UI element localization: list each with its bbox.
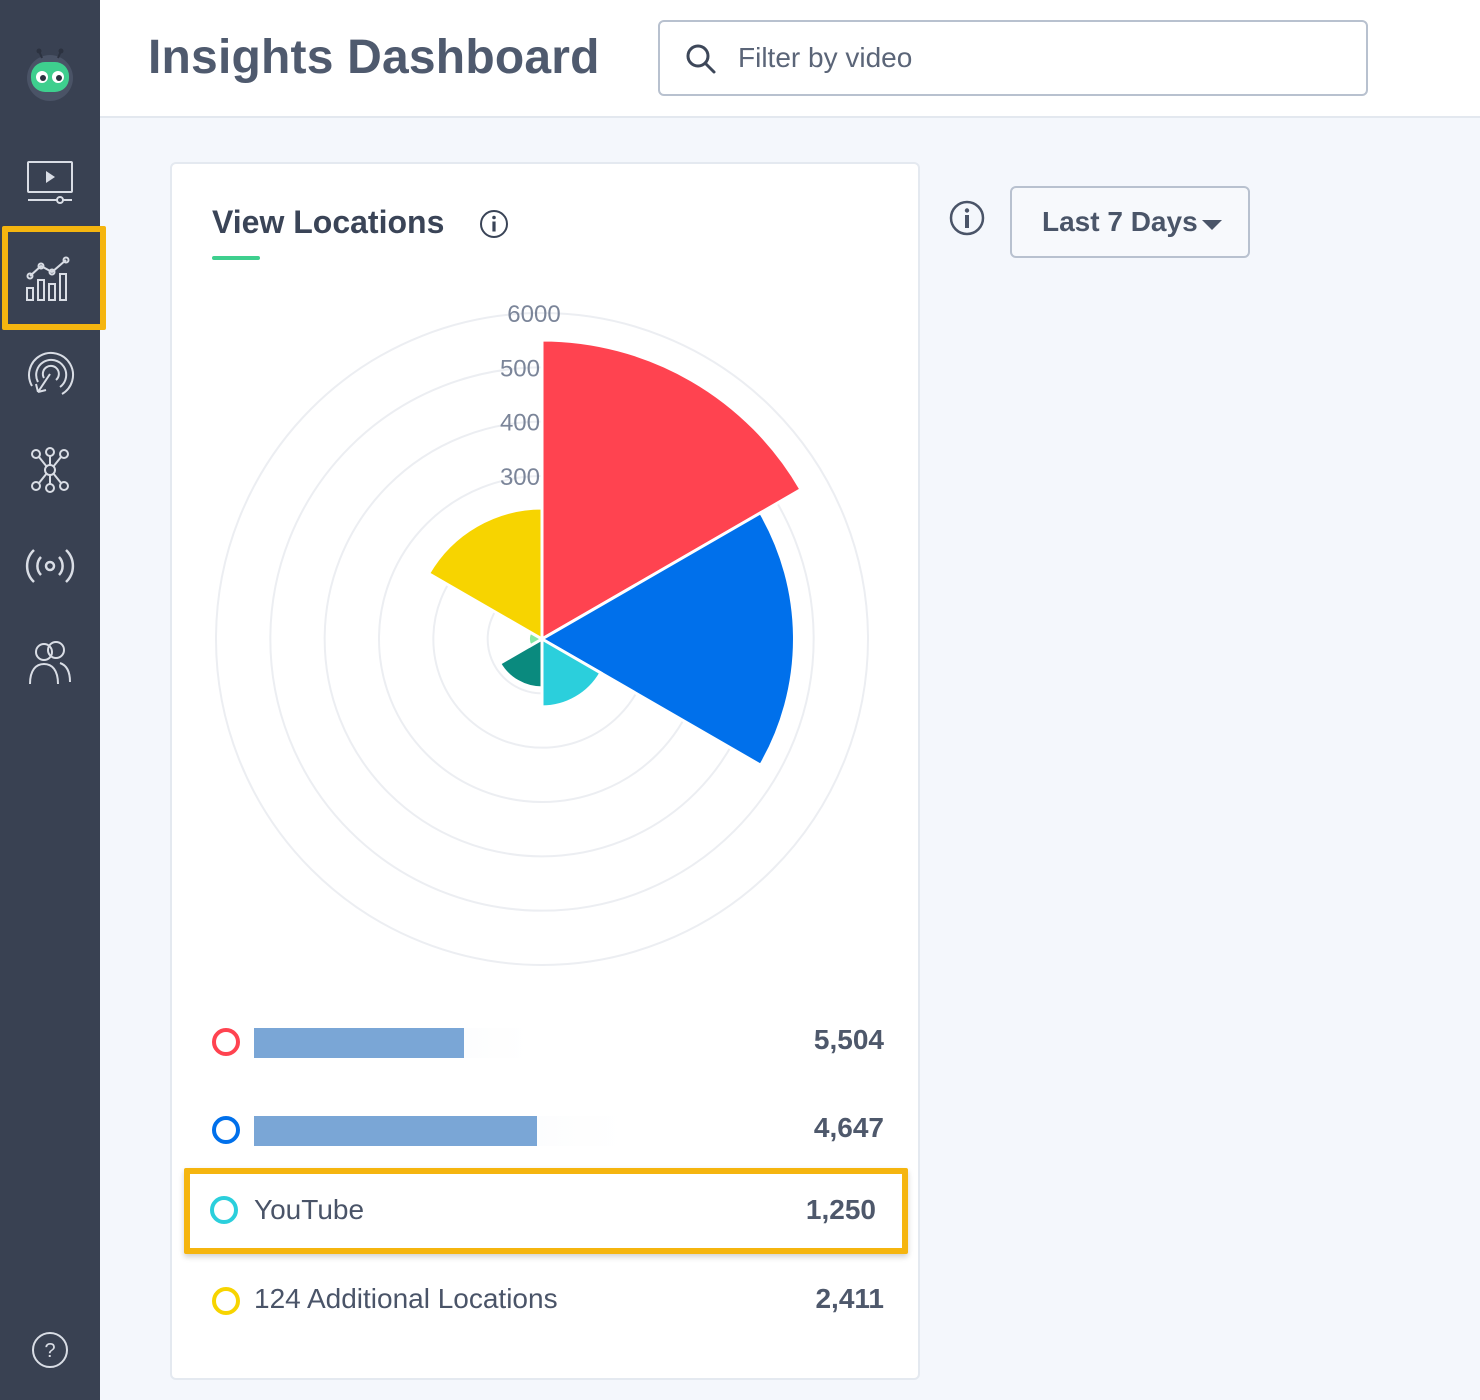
search-input[interactable] — [738, 36, 1338, 80]
target-touch-icon[interactable] — [20, 344, 80, 404]
search-box[interactable] — [658, 20, 1368, 96]
legend-row[interactable]: 5,504 — [208, 1012, 884, 1072]
svg-text:?: ? — [44, 1340, 55, 1362]
polar-segment — [540, 338, 804, 642]
legend-value: 2,411 — [815, 1283, 884, 1314]
legend-circle — [210, 1196, 238, 1224]
legend-value: 4,647 — [813, 1112, 884, 1143]
robot-logo-icon[interactable] — [20, 44, 80, 104]
legend-bar-fill — [254, 1116, 537, 1146]
chevron-down-icon — [1202, 220, 1222, 230]
info-icon[interactable] — [948, 199, 986, 237]
legend-circle — [212, 1028, 240, 1056]
polar-area-chart: 6000 500 400 300 — [215, 301, 869, 966]
legend-label: YouTube — [254, 1194, 365, 1225]
polar-segment — [497, 636, 544, 690]
radial-tick-label: 300 — [500, 464, 540, 491]
polar-segment — [538, 510, 796, 768]
radial-tick-label: 500 — [500, 355, 540, 382]
sidebar: ? — [0, 0, 106, 1400]
legend-bar — [254, 1116, 626, 1146]
page-title: Insights Dashboard — [148, 31, 600, 84]
legend-row-youtube-highlighted[interactable]: YouTube 1,250 — [184, 1168, 908, 1254]
polar-segment — [426, 506, 544, 642]
search-icon — [686, 44, 716, 74]
header: Insights Dashboard — [100, 0, 1480, 118]
help-icon[interactable]: ? — [30, 1330, 70, 1370]
card-title: View Locations — [212, 204, 445, 240]
broadcast-icon[interactable] — [20, 536, 80, 596]
grid-ring — [215, 312, 869, 966]
analytics-chart-icon[interactable] — [20, 248, 80, 308]
network-hub-icon[interactable] — [20, 440, 80, 500]
radial-tick-label: 400 — [500, 410, 540, 437]
legend-bar-fill — [254, 1028, 464, 1058]
date-range-dropdown[interactable]: Last 7 Days — [1010, 186, 1250, 258]
radial-tick-label: 6000 — [507, 301, 560, 328]
legend-circle — [212, 1116, 240, 1144]
legend-bar — [254, 1028, 530, 1058]
legend-row[interactable]: 4,647 — [208, 1100, 884, 1160]
video-player-icon[interactable] — [20, 152, 80, 212]
legend-label: 124 Additional Locations — [254, 1283, 558, 1314]
users-icon[interactable] — [20, 632, 80, 692]
legend-row[interactable]: 124 Additional Locations 2,411 — [208, 1271, 884, 1331]
legend-value: 1,250 — [805, 1194, 876, 1225]
active-nav-highlight — [2, 226, 106, 330]
date-range-label: Last 7 Days — [1042, 206, 1198, 237]
legend-circle — [212, 1287, 240, 1315]
legend-value: 5,504 — [813, 1024, 884, 1055]
polar-segment — [540, 636, 603, 709]
title-underline — [212, 256, 260, 260]
card-info-icon[interactable] — [478, 208, 510, 240]
